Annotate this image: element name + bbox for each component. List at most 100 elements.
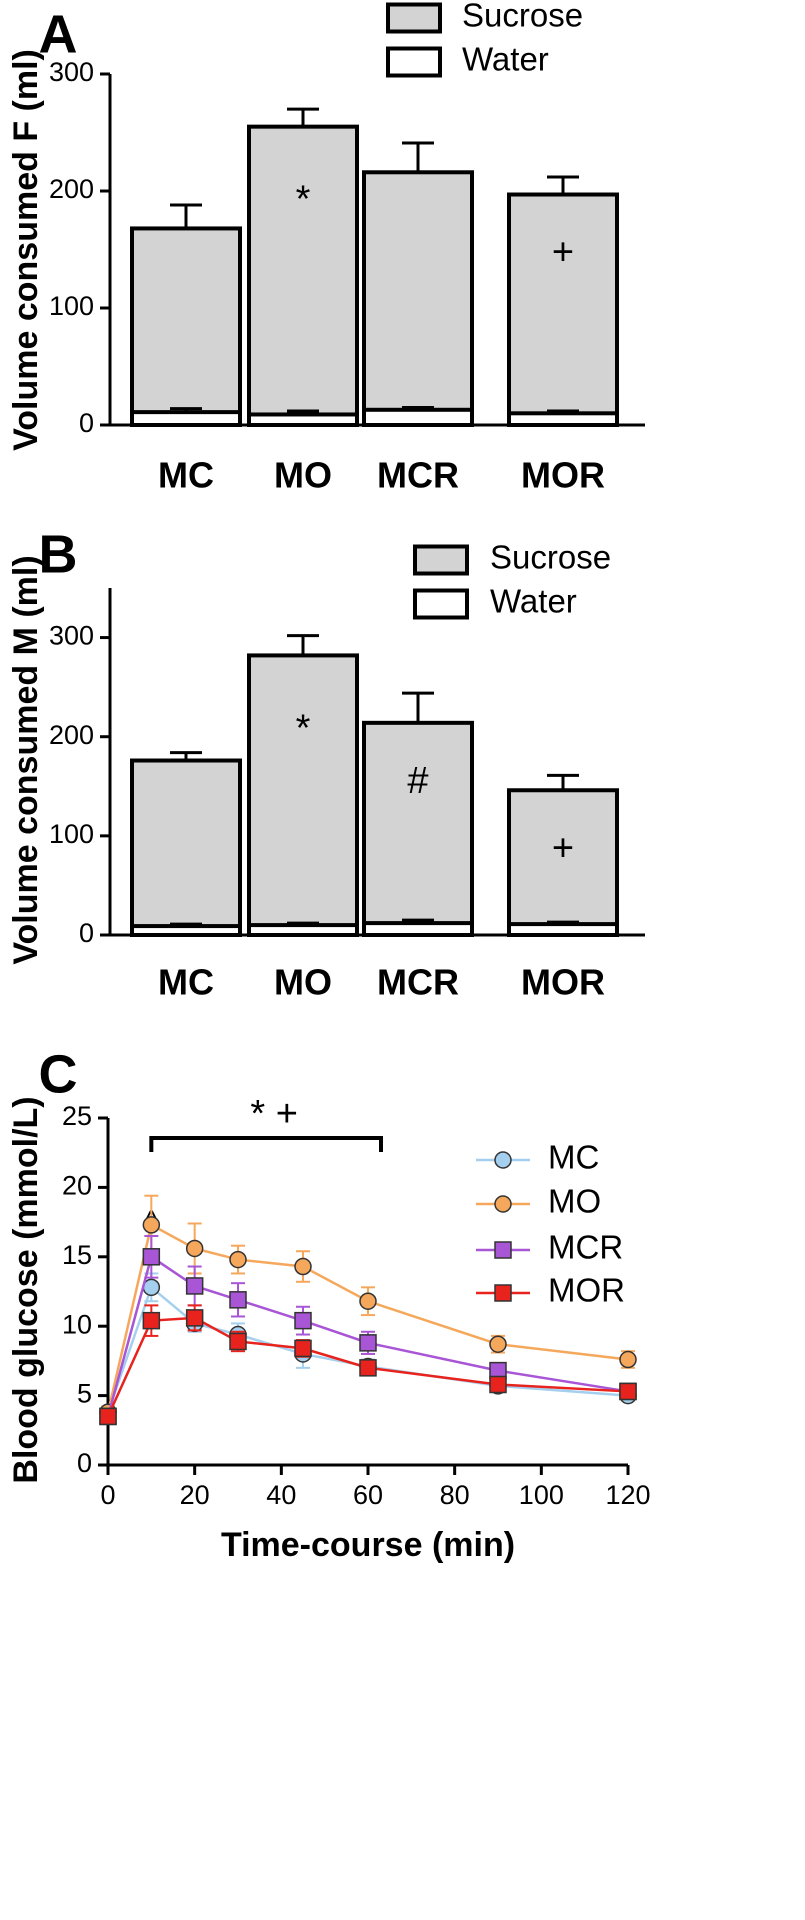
legend-label-mc: MC bbox=[548, 1139, 599, 1176]
legend-swatch-water bbox=[386, 46, 442, 78]
x-axis-label: Time-course (min) bbox=[221, 1526, 515, 1564]
bar-sucrose-mo bbox=[247, 124, 359, 428]
series-mo bbox=[99, 1194, 637, 1422]
legend-swatch-water bbox=[413, 588, 469, 620]
y-tick-label: 0 bbox=[79, 408, 94, 438]
significance-marker: # bbox=[407, 760, 428, 802]
category-label-mcr: MCR bbox=[377, 455, 459, 496]
bar-sucrose-mor bbox=[507, 192, 619, 427]
y-tick-label: 200 bbox=[49, 174, 94, 204]
x-tick-label: 60 bbox=[353, 1480, 383, 1510]
data-point bbox=[142, 1216, 161, 1234]
legend-label-water: Water bbox=[462, 41, 549, 78]
data-point bbox=[185, 1309, 204, 1327]
data-point bbox=[359, 1359, 377, 1377]
bar-water-mo bbox=[247, 412, 359, 428]
legend-label-water: Water bbox=[490, 583, 577, 620]
data-point bbox=[99, 1407, 117, 1426]
y-tick-label: 20 bbox=[62, 1171, 92, 1201]
data-point bbox=[229, 1250, 247, 1269]
bar-water-mc bbox=[130, 410, 242, 428]
x-tick-label: 100 bbox=[519, 1480, 564, 1510]
data-point bbox=[489, 1335, 507, 1353]
y-axis-label: Volume consumed F (ml) bbox=[7, 49, 45, 451]
panel-letter: C bbox=[39, 1044, 78, 1104]
bar-water-mcr bbox=[362, 407, 474, 428]
bar-water-mcr bbox=[362, 921, 474, 937]
data-point bbox=[619, 1350, 637, 1369]
y-tick-label: 300 bbox=[49, 621, 94, 651]
data-point bbox=[359, 1334, 377, 1352]
y-tick-label: 300 bbox=[49, 57, 94, 87]
y-axis-label: Volume consumed M (ml) bbox=[7, 555, 45, 964]
data-point bbox=[359, 1292, 377, 1310]
legend-label-sucrose: Sucrose bbox=[490, 539, 611, 576]
y-tick-label: 100 bbox=[49, 291, 94, 321]
category-label-mc: MC bbox=[158, 962, 214, 1003]
y-tick-label: 15 bbox=[62, 1240, 92, 1270]
data-point bbox=[229, 1291, 247, 1309]
bar-sucrose-mc bbox=[130, 758, 242, 937]
legend-label-sucrose: Sucrose bbox=[462, 0, 583, 34]
significance-marker: * bbox=[296, 707, 311, 749]
y-axis-label: Blood glucose (mmol/L) bbox=[7, 1096, 45, 1483]
bar-water-mor bbox=[507, 411, 619, 427]
y-tick-label: 25 bbox=[62, 1101, 92, 1131]
panel-letter: B bbox=[39, 524, 78, 584]
x-tick-label: 40 bbox=[266, 1480, 296, 1510]
legend-marker-mo bbox=[494, 1195, 512, 1213]
data-point bbox=[294, 1257, 312, 1276]
bar-sucrose-mo bbox=[247, 653, 359, 937]
data-point bbox=[185, 1277, 204, 1295]
y-tick-label: 100 bbox=[49, 819, 94, 849]
legend-label-mcr: MCR bbox=[548, 1229, 623, 1266]
bar-sucrose-mcr bbox=[362, 720, 474, 937]
significance-bracket bbox=[149, 1136, 383, 1152]
bar-water-mc bbox=[130, 924, 242, 938]
bar-water-mor bbox=[507, 922, 619, 938]
y-tick-label: 0 bbox=[77, 1448, 92, 1478]
legend-marker-mcr bbox=[494, 1241, 512, 1259]
category-label-mc: MC bbox=[158, 455, 214, 496]
legend-marker-mor bbox=[494, 1284, 512, 1302]
bar-sucrose-mcr bbox=[362, 170, 474, 427]
data-point bbox=[294, 1339, 312, 1358]
bar-water-mo bbox=[247, 923, 359, 937]
y-tick-label: 0 bbox=[79, 918, 94, 948]
series-mor bbox=[99, 1304, 637, 1426]
significance-marker: * bbox=[296, 179, 311, 221]
data-point bbox=[142, 1248, 161, 1266]
data-point bbox=[185, 1239, 204, 1258]
x-tick-label: 80 bbox=[440, 1480, 470, 1510]
category-label-mcr: MCR bbox=[377, 962, 459, 1003]
legend-swatch-sucrose bbox=[386, 2, 442, 34]
panel-c: C 0 5 10 15 20 25 0 20 40 60 80 100 120 Blood glucose … bbox=[7, 1044, 651, 1564]
bar-sucrose-mc bbox=[130, 226, 242, 427]
legend-marker-mc bbox=[494, 1151, 512, 1169]
legend-label-mo: MO bbox=[548, 1183, 601, 1220]
data-point bbox=[294, 1311, 312, 1330]
data-point bbox=[489, 1375, 507, 1394]
legend-swatch-sucrose bbox=[413, 544, 469, 576]
y-tick-label: 10 bbox=[62, 1309, 92, 1339]
data-point bbox=[142, 1311, 161, 1330]
x-tick-label: 120 bbox=[605, 1480, 650, 1510]
significance-marker: + bbox=[552, 232, 574, 274]
x-tick-label: 20 bbox=[180, 1480, 210, 1510]
category-label-mo: MO bbox=[274, 962, 332, 1003]
significance-marker: + bbox=[552, 827, 574, 869]
bracket-label: * + bbox=[250, 1093, 298, 1135]
y-tick-label: 5 bbox=[77, 1379, 92, 1409]
y-tick-label: 200 bbox=[49, 720, 94, 750]
legend-label-mor: MOR bbox=[548, 1272, 625, 1309]
category-label-mo: MO bbox=[274, 455, 332, 496]
category-label-mor: MOR bbox=[521, 455, 605, 496]
data-point bbox=[619, 1382, 637, 1401]
x-tick-label: 0 bbox=[100, 1480, 115, 1510]
category-label-mor: MOR bbox=[521, 962, 605, 1003]
panel-letter: A bbox=[39, 4, 78, 64]
data-point bbox=[229, 1332, 247, 1351]
